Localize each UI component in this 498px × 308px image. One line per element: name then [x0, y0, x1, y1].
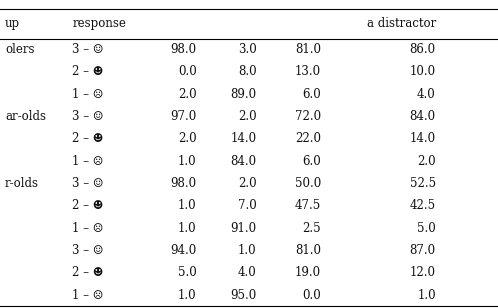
Text: 84.0: 84.0: [410, 110, 436, 123]
Text: 4.0: 4.0: [238, 266, 256, 279]
Text: 2.5: 2.5: [303, 222, 321, 235]
Text: 6.0: 6.0: [302, 88, 321, 101]
Text: 42.5: 42.5: [410, 200, 436, 213]
Text: 2.0: 2.0: [178, 88, 197, 101]
Text: 2 – ☻: 2 – ☻: [72, 266, 104, 279]
Text: 1.0: 1.0: [178, 155, 197, 168]
Text: 1 – ☹: 1 – ☹: [72, 222, 104, 235]
Text: 3 – ☺: 3 – ☺: [72, 244, 104, 257]
Text: 12.0: 12.0: [410, 266, 436, 279]
Text: 86.0: 86.0: [410, 43, 436, 56]
Text: 3 – ☺: 3 – ☺: [72, 110, 104, 123]
Text: 1.0: 1.0: [178, 200, 197, 213]
Text: 98.0: 98.0: [171, 43, 197, 56]
Text: 89.0: 89.0: [231, 88, 256, 101]
Text: 1 – ☹: 1 – ☹: [72, 88, 104, 101]
Text: 0.0: 0.0: [302, 289, 321, 302]
Text: 87.0: 87.0: [410, 244, 436, 257]
Text: 0.0: 0.0: [178, 66, 197, 79]
Text: 5.0: 5.0: [417, 222, 436, 235]
Text: 22.0: 22.0: [295, 132, 321, 145]
Text: 91.0: 91.0: [231, 222, 256, 235]
Text: 84.0: 84.0: [231, 155, 256, 168]
Text: 2 – ☻: 2 – ☻: [72, 66, 104, 79]
Text: 3.0: 3.0: [238, 43, 256, 56]
Text: up: up: [5, 17, 20, 30]
Text: 72.0: 72.0: [295, 110, 321, 123]
Text: 3 – ☺: 3 – ☺: [72, 43, 104, 56]
Text: 6.0: 6.0: [302, 155, 321, 168]
Text: 14.0: 14.0: [231, 132, 256, 145]
Text: a distractor: a distractor: [367, 17, 436, 30]
Text: 50.0: 50.0: [295, 177, 321, 190]
Text: 10.0: 10.0: [410, 66, 436, 79]
Text: 2.0: 2.0: [238, 110, 256, 123]
Text: ar-olds: ar-olds: [5, 110, 46, 123]
Text: 13.0: 13.0: [295, 66, 321, 79]
Text: 1.0: 1.0: [178, 289, 197, 302]
Text: 2.0: 2.0: [238, 177, 256, 190]
Text: 7.0: 7.0: [238, 200, 256, 213]
Text: 8.0: 8.0: [238, 66, 256, 79]
Text: olers: olers: [5, 43, 34, 56]
Text: 19.0: 19.0: [295, 266, 321, 279]
Text: 1.0: 1.0: [417, 289, 436, 302]
Text: 2.0: 2.0: [417, 155, 436, 168]
Text: 2 – ☻: 2 – ☻: [72, 200, 104, 213]
Text: 97.0: 97.0: [170, 110, 197, 123]
Text: 52.5: 52.5: [410, 177, 436, 190]
Text: 14.0: 14.0: [410, 132, 436, 145]
Text: 1.0: 1.0: [178, 222, 197, 235]
Text: 4.0: 4.0: [417, 88, 436, 101]
Text: 81.0: 81.0: [295, 43, 321, 56]
Text: 2 – ☻: 2 – ☻: [72, 132, 104, 145]
Text: 2.0: 2.0: [178, 132, 197, 145]
Text: r-olds: r-olds: [5, 177, 39, 190]
Text: 1 – ☹: 1 – ☹: [72, 289, 104, 302]
Text: response: response: [72, 17, 126, 30]
Text: 47.5: 47.5: [295, 200, 321, 213]
Text: 98.0: 98.0: [171, 177, 197, 190]
Text: 81.0: 81.0: [295, 244, 321, 257]
Text: 1 – ☹: 1 – ☹: [72, 155, 104, 168]
Text: 94.0: 94.0: [170, 244, 197, 257]
Text: 3 – ☺: 3 – ☺: [72, 177, 104, 190]
Text: 95.0: 95.0: [230, 289, 256, 302]
Text: 5.0: 5.0: [178, 266, 197, 279]
Text: 1.0: 1.0: [238, 244, 256, 257]
